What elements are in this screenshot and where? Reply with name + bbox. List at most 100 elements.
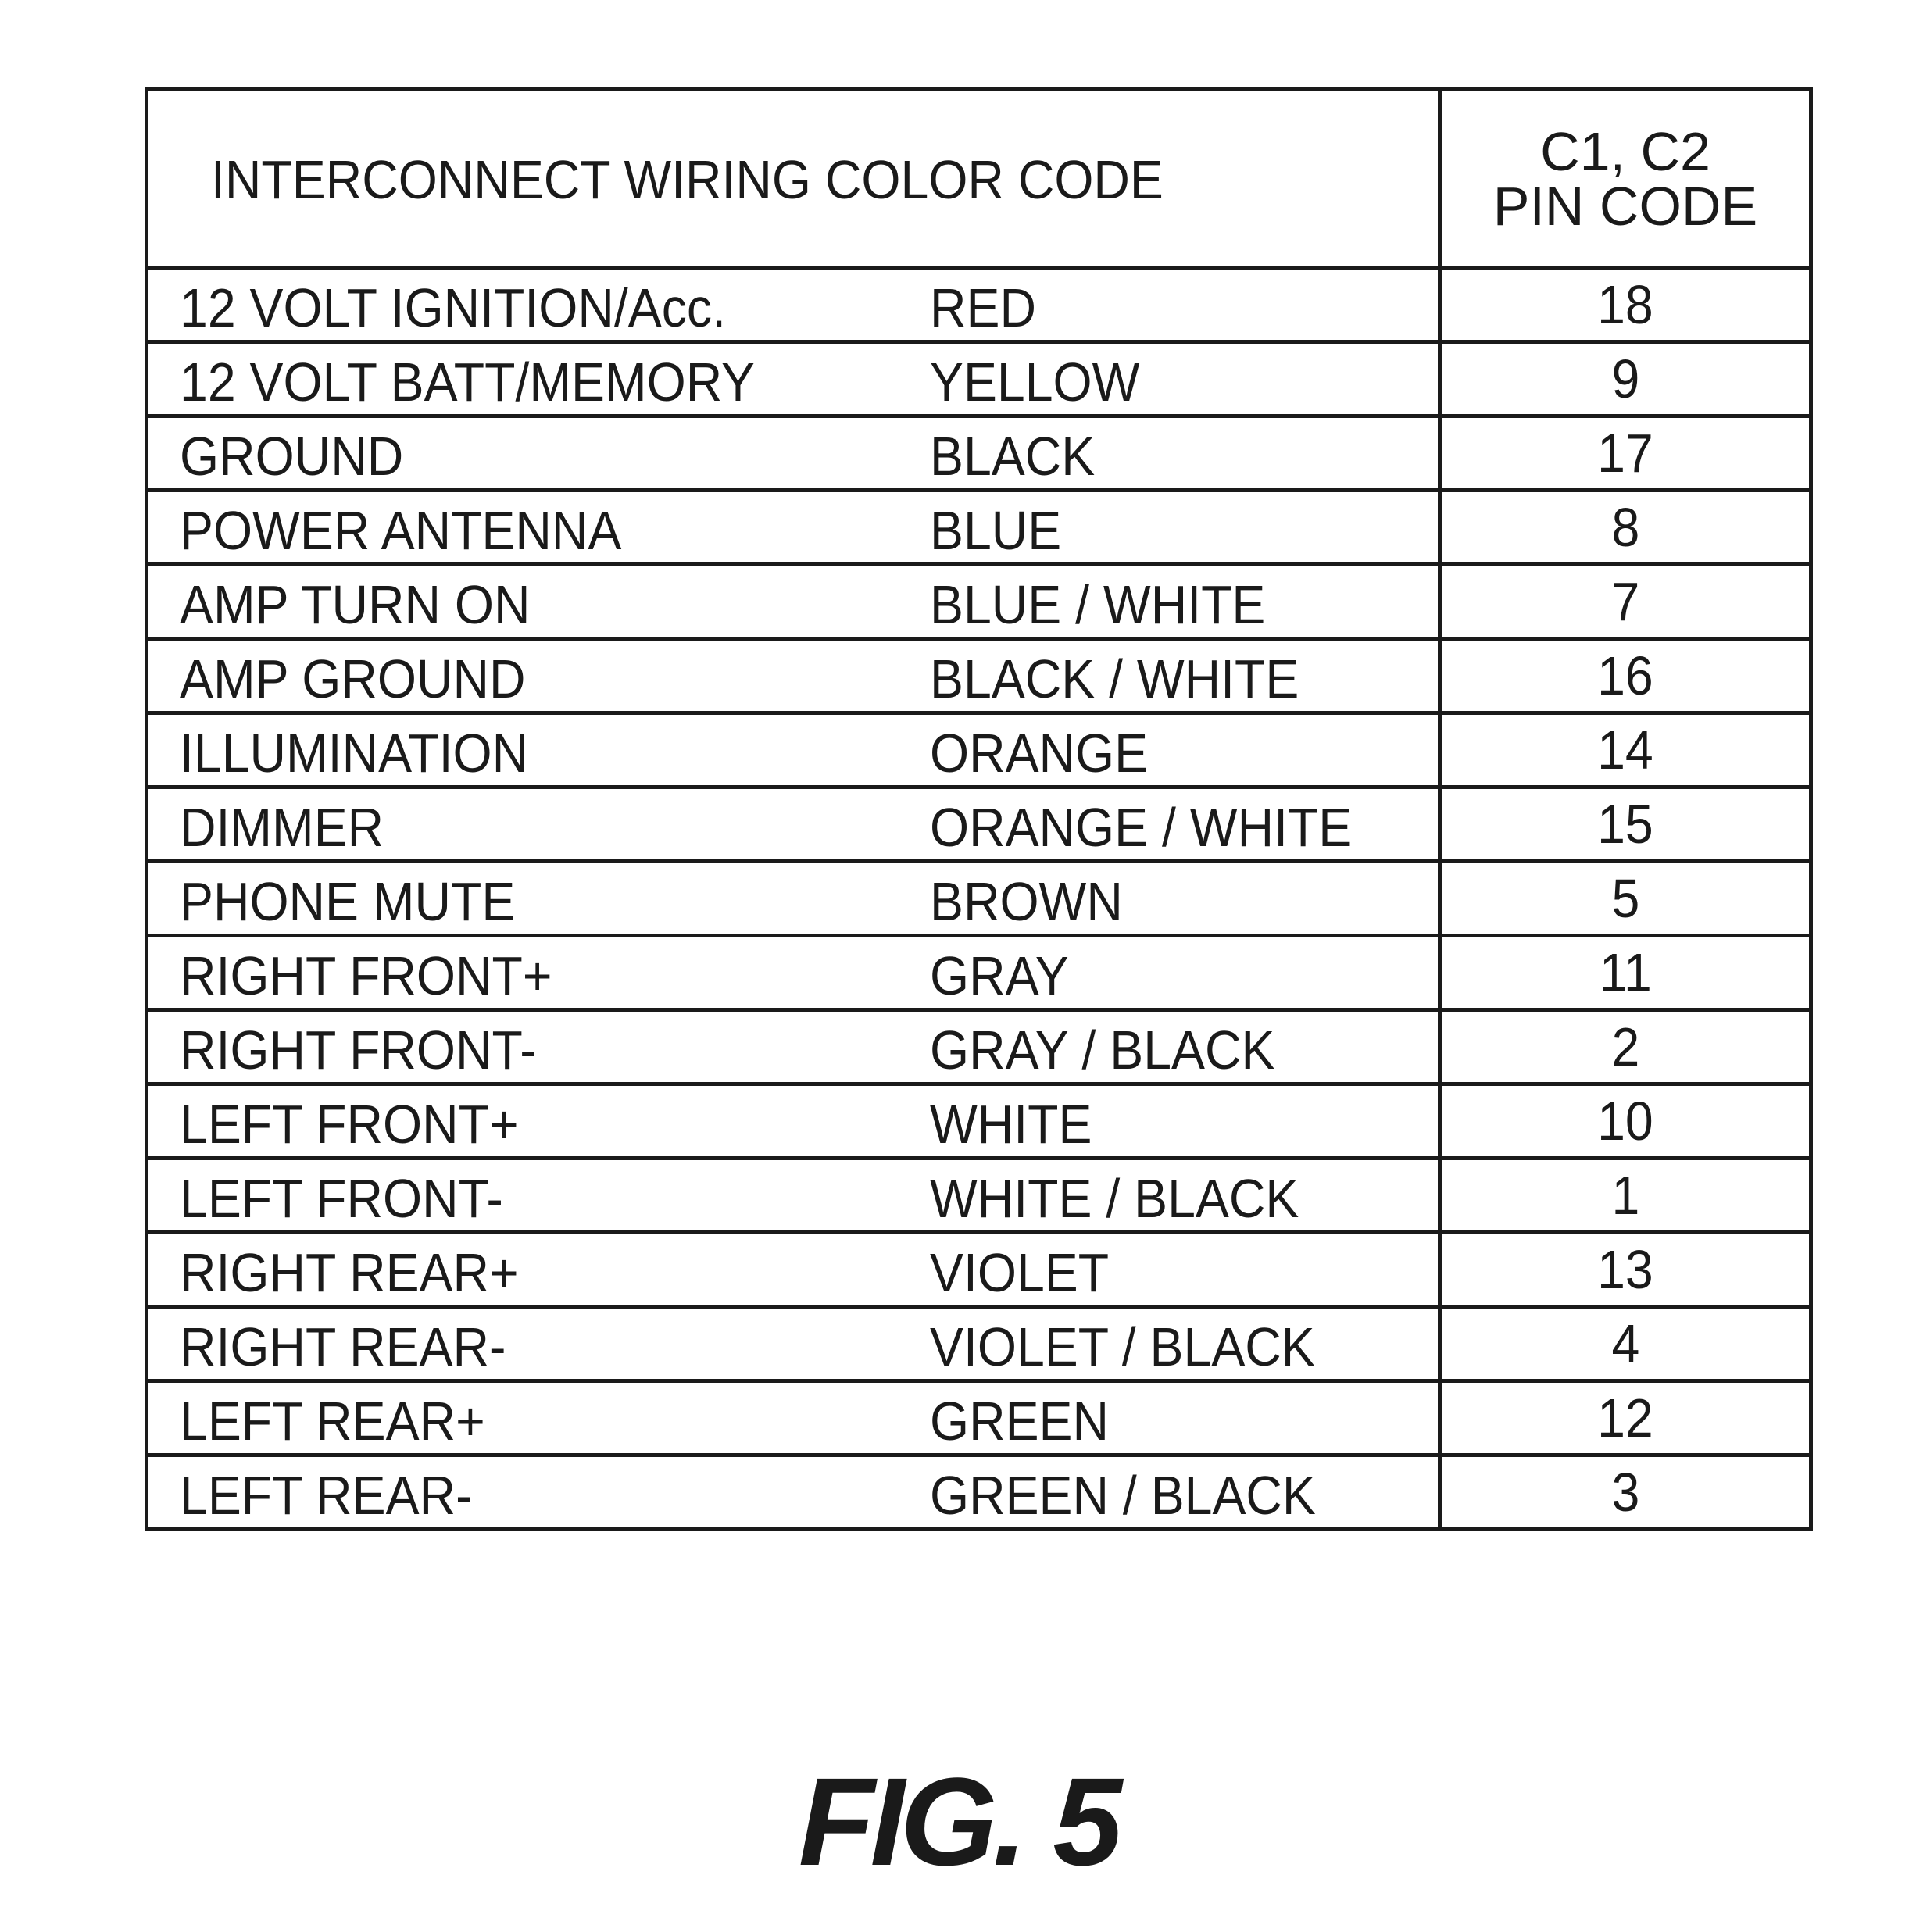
wire-color: WHITE	[930, 1094, 1092, 1155]
function-color-cell: RIGHT REAR- VIOLET / BLACK	[145, 1305, 1442, 1383]
pin-code: 2	[1611, 1016, 1639, 1077]
header-title: INTERCONNECT WIRING COLOR CODE	[211, 149, 1164, 210]
table-row: AMP GROUND BLACK / WHITE 16	[145, 637, 1813, 715]
pin-code: 14	[1597, 720, 1653, 780]
function-color-cell: PHONE MUTE BROWN	[145, 859, 1442, 937]
function-color-cell: AMP GROUND BLACK / WHITE	[145, 637, 1442, 715]
function-color-cell: AMP TURN ON BLUE / WHITE	[145, 562, 1442, 641]
function-color-cell: RIGHT REAR+ VIOLET	[145, 1230, 1442, 1309]
wire-function: RIGHT FRONT+	[180, 945, 552, 1006]
pin-cell: 7	[1438, 562, 1813, 641]
pin-cell: 2	[1438, 1008, 1813, 1086]
wire-function: RIGHT REAR-	[180, 1316, 506, 1377]
wire-function: PHONE MUTE	[180, 871, 516, 932]
pin-cell: 13	[1438, 1230, 1813, 1309]
table-row: LEFT FRONT+ WHITE 10	[145, 1082, 1813, 1160]
wire-color: BLACK / WHITE	[930, 648, 1299, 709]
pin-code: 4	[1611, 1313, 1639, 1374]
wire-color: GRAY	[930, 945, 1069, 1006]
pin-cell: 14	[1438, 711, 1813, 789]
wire-function: POWER ANTENNA	[180, 500, 622, 561]
wire-function: 12 VOLT BATT/MEMORY	[180, 352, 756, 412]
wire-function: RIGHT FRONT-	[180, 1020, 537, 1080]
pin-cell: 17	[1438, 414, 1813, 492]
wire-color: BLUE / WHITE	[930, 574, 1266, 635]
function-color-cell: LEFT REAR+ GREEN	[145, 1379, 1442, 1457]
pin-cell: 18	[1438, 266, 1813, 344]
table-row: RIGHT REAR- VIOLET / BLACK 4	[145, 1305, 1813, 1383]
pin-code: 10	[1597, 1091, 1653, 1152]
wire-color: RED	[930, 277, 1036, 338]
table-row: RIGHT FRONT- GRAY / BLACK 2	[145, 1008, 1813, 1086]
pin-code: 12	[1597, 1387, 1653, 1448]
table-row: AMP TURN ON BLUE / WHITE 7	[145, 562, 1813, 641]
table-header-row: INTERCONNECT WIRING COLOR CODE C1, C2 PI…	[145, 87, 1813, 270]
pin-code: 5	[1611, 868, 1639, 929]
table-row: PHONE MUTE BROWN 5	[145, 859, 1813, 937]
function-color-cell: RIGHT FRONT- GRAY / BLACK	[145, 1008, 1442, 1086]
wire-color: ORANGE	[930, 723, 1149, 784]
wiring-color-code-table: INTERCONNECT WIRING COLOR CODE C1, C2 PI…	[145, 87, 1813, 1531]
wire-color: BLACK	[930, 426, 1096, 487]
pin-code: 18	[1597, 274, 1653, 335]
table-row: RIGHT FRONT+ GRAY 11	[145, 934, 1813, 1012]
function-color-cell: 12 VOLT BATT/MEMORY YELLOW	[145, 340, 1442, 418]
table-row: 12 VOLT IGNITION/Acc. RED 18	[145, 266, 1813, 344]
wire-function: DIMMER	[180, 797, 384, 858]
pin-code: 9	[1611, 348, 1639, 409]
pin-code: 3	[1611, 1462, 1639, 1523]
pin-cell: 4	[1438, 1305, 1813, 1383]
wire-color: WHITE / BLACK	[930, 1168, 1299, 1229]
pin-cell: 12	[1438, 1379, 1813, 1457]
pin-cell: 9	[1438, 340, 1813, 418]
function-color-cell: 12 VOLT IGNITION/Acc. RED	[145, 266, 1442, 344]
wire-color: BROWN	[930, 871, 1123, 932]
pin-cell: 16	[1438, 637, 1813, 715]
table-row: GROUND BLACK 17	[145, 414, 1813, 492]
pin-cell: 8	[1438, 488, 1813, 566]
table-row: 12 VOLT BATT/MEMORY YELLOW 9	[145, 340, 1813, 418]
function-color-cell: POWER ANTENNA BLUE	[145, 488, 1442, 566]
pin-code: 11	[1599, 942, 1652, 1003]
function-color-cell: ILLUMINATION ORANGE	[145, 711, 1442, 789]
pin-cell: 11	[1438, 934, 1813, 1012]
wire-color: GRAY / BLACK	[930, 1020, 1275, 1080]
wire-color: BLUE	[930, 500, 1062, 561]
pin-code: 8	[1611, 497, 1639, 558]
pin-cell: 1	[1438, 1156, 1813, 1234]
wire-color: GREEN	[930, 1391, 1110, 1452]
function-color-cell: LEFT FRONT+ WHITE	[145, 1082, 1442, 1160]
pin-code: 15	[1597, 794, 1653, 855]
wire-function: LEFT FRONT+	[180, 1094, 519, 1155]
function-color-cell: LEFT FRONT- WHITE / BLACK	[145, 1156, 1442, 1234]
table-row: ILLUMINATION ORANGE 14	[145, 711, 1813, 789]
wire-color: VIOLET	[930, 1242, 1110, 1303]
wire-color: GREEN / BLACK	[930, 1465, 1316, 1526]
pin-code: 17	[1597, 423, 1653, 484]
function-color-cell: GROUND BLACK	[145, 414, 1442, 492]
wire-function: 12 VOLT IGNITION/Acc.	[180, 277, 727, 338]
wire-function: GROUND	[180, 426, 404, 487]
pin-header-line1: C1, C2	[1540, 120, 1710, 182]
pin-code: 13	[1597, 1239, 1653, 1300]
function-color-cell: RIGHT FRONT+ GRAY	[145, 934, 1442, 1012]
wire-color: ORANGE / WHITE	[930, 797, 1353, 858]
pin-code: 16	[1597, 645, 1653, 706]
pin-cell: 10	[1438, 1082, 1813, 1160]
pin-header-line2: PIN CODE	[1492, 175, 1758, 237]
pin-code: 7	[1611, 571, 1639, 632]
wire-function: LEFT REAR+	[180, 1391, 485, 1452]
table-row: DIMMER ORANGE / WHITE 15	[145, 785, 1813, 863]
wire-function: ILLUMINATION	[180, 723, 529, 784]
pin-code: 1	[1611, 1165, 1639, 1226]
header-pin-cell: C1, C2 PIN CODE	[1438, 87, 1813, 270]
table-row: POWER ANTENNA BLUE 8	[145, 488, 1813, 566]
wire-function: AMP TURN ON	[180, 574, 531, 635]
pin-cell: 3	[1438, 1453, 1813, 1531]
pin-cell: 15	[1438, 785, 1813, 863]
table-row: LEFT FRONT- WHITE / BLACK 1	[145, 1156, 1813, 1234]
wire-function: RIGHT REAR+	[180, 1242, 519, 1303]
wire-function: AMP GROUND	[180, 648, 526, 709]
function-color-cell: LEFT REAR- GREEN / BLACK	[145, 1453, 1442, 1531]
function-color-cell: DIMMER ORANGE / WHITE	[145, 785, 1442, 863]
